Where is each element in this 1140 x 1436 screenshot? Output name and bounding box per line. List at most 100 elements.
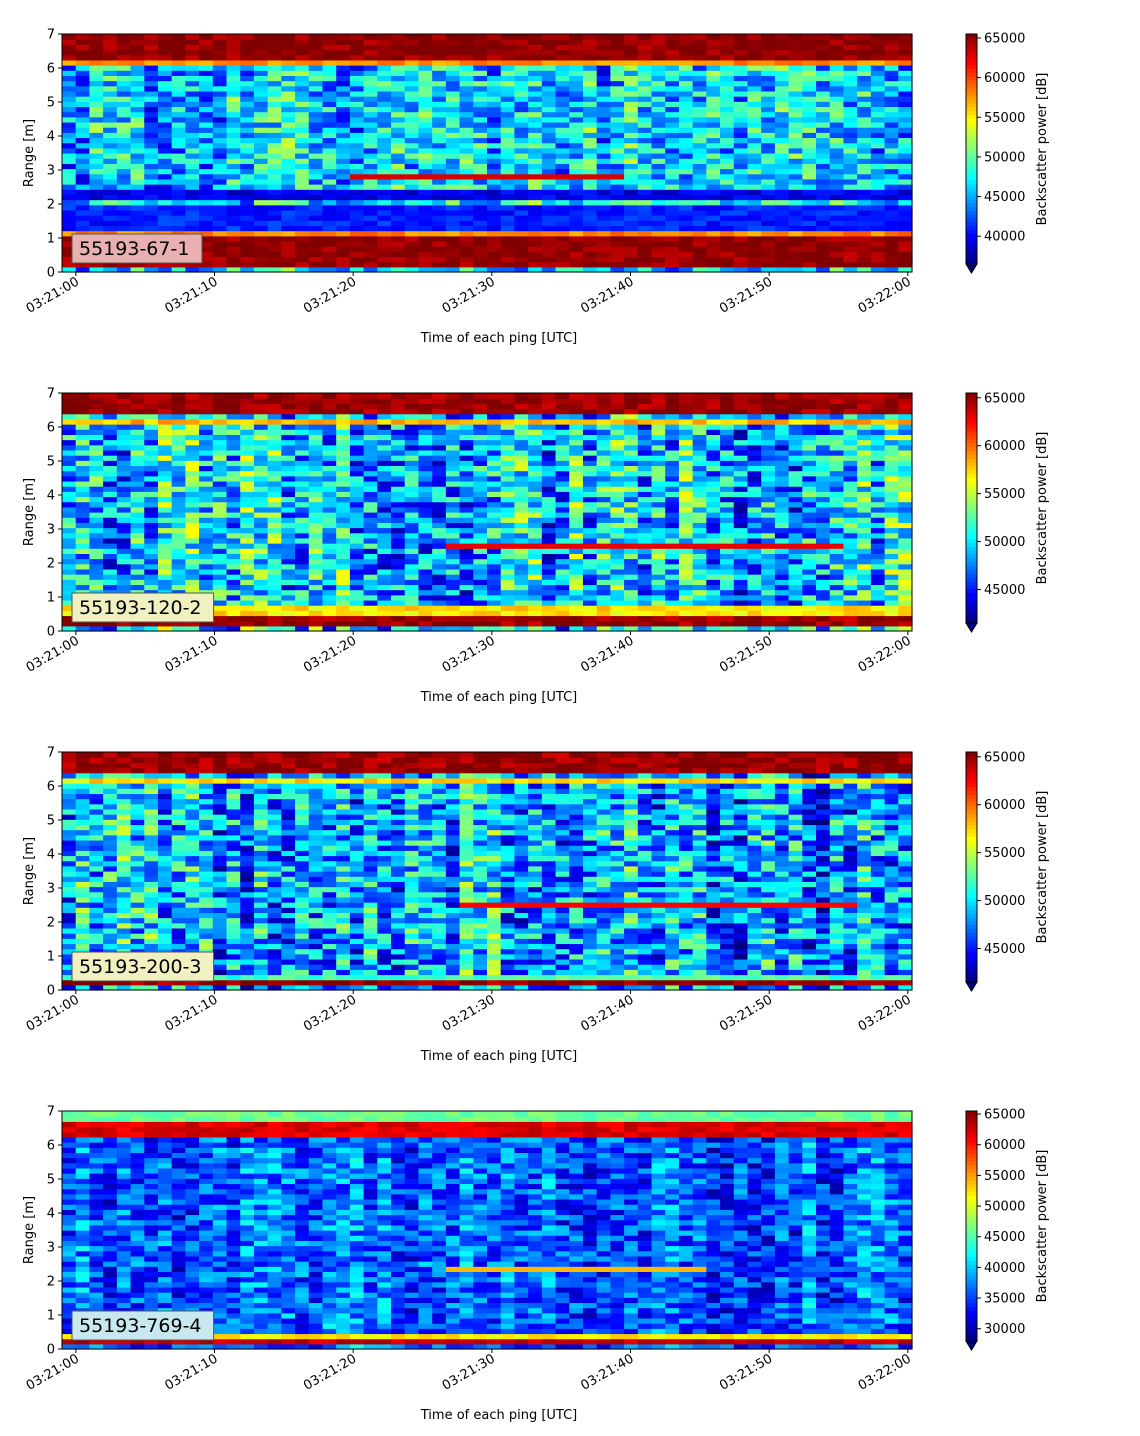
heatmap-cell (843, 106, 858, 113)
heatmap-cell (651, 548, 666, 554)
heatmap-cell (377, 121, 392, 128)
heatmap-cell (62, 194, 77, 201)
heatmap-cell (185, 168, 200, 175)
heatmap-cell (487, 548, 502, 554)
heatmap-cell (75, 153, 91, 159)
heatmap-cell (432, 158, 447, 164)
heatmap-cell (130, 568, 145, 575)
heatmap-cell (295, 408, 310, 415)
heatmap-cell (733, 251, 749, 258)
heatmap-cell (774, 127, 790, 133)
heatmap-cell (774, 111, 790, 118)
heatmap-cell (624, 80, 639, 87)
heatmap-cell (624, 75, 639, 82)
heatmap-cell (870, 163, 886, 170)
heatmap-cell (103, 142, 118, 149)
heatmap-cell (555, 527, 570, 534)
heatmap-cell (62, 553, 77, 560)
heatmap-cell (555, 615, 570, 622)
heatmap-cell (267, 184, 282, 190)
heatmap-cell (884, 132, 899, 139)
heatmap-cell (555, 121, 570, 128)
heatmap-cell (404, 137, 420, 144)
heatmap-cell (295, 173, 310, 180)
heatmap-cell (459, 594, 474, 601)
heatmap-cell (391, 543, 406, 549)
heatmap-cell (802, 235, 817, 242)
heatmap-cell (569, 101, 584, 108)
heatmap-cell (692, 142, 707, 149)
heatmap-cell (500, 429, 516, 435)
heatmap-cell (171, 625, 186, 632)
heatmap-cell (870, 225, 886, 232)
heatmap-cell (62, 220, 77, 227)
heatmap-cell (253, 54, 269, 61)
heatmap-cell (75, 34, 91, 40)
heatmap-cell (240, 501, 255, 508)
heatmap-cell (473, 80, 488, 87)
heatmap-cell (459, 439, 474, 446)
heatmap-cell (761, 54, 776, 61)
heatmap-cell (171, 589, 186, 596)
heatmap-cell (678, 251, 694, 258)
heatmap-cell (445, 101, 461, 108)
heatmap-cell (445, 225, 461, 232)
heatmap-cell (363, 491, 378, 498)
heatmap-cell (884, 137, 899, 144)
heatmap-cell (281, 44, 296, 51)
heatmap-cell (582, 491, 598, 498)
heatmap-cell (582, 393, 598, 399)
heatmap-cell (582, 512, 598, 518)
heatmap-cell (487, 116, 502, 123)
heatmap-cell (308, 486, 324, 492)
heatmap-cell (89, 116, 104, 123)
heatmap-cell (541, 620, 557, 627)
heatmap-cell (226, 424, 241, 430)
heatmap-cell (459, 225, 474, 232)
heatmap-cell (281, 209, 296, 216)
heatmap-cell (624, 599, 639, 606)
heatmap-cell (171, 49, 186, 56)
heatmap-cell (75, 455, 91, 461)
heatmap-cell (185, 434, 200, 441)
heatmap-cell (555, 589, 570, 596)
heatmap-cell (706, 132, 721, 139)
heatmap-cell (418, 605, 433, 611)
heatmap-cell (555, 153, 570, 159)
heatmap-cell (363, 501, 378, 508)
heatmap-cell (473, 189, 488, 195)
station-label: 55193-67-1 (79, 238, 189, 260)
heatmap-cell (391, 625, 406, 632)
heatmap-cell (500, 111, 516, 118)
heatmap-cell (308, 574, 324, 580)
heatmap-cell (377, 403, 392, 410)
heatmap-cell (528, 418, 543, 425)
heatmap-cell (624, 398, 639, 404)
colorbar-segment (966, 225, 977, 231)
heatmap-cell (75, 563, 91, 570)
heatmap-cell (281, 39, 296, 45)
heatmap-cell (624, 137, 639, 144)
heatmap-cell (240, 34, 255, 40)
heatmap-cell (788, 59, 803, 66)
heatmap-cell (857, 44, 872, 51)
heatmap-cell (500, 80, 516, 87)
heatmap-cell (665, 163, 680, 170)
heatmap-cell (624, 158, 639, 164)
heatmap-cell (541, 568, 557, 575)
heatmap-cell (459, 558, 474, 565)
heatmap-cell (267, 39, 282, 45)
heatmap-cell (130, 54, 145, 61)
heatmap-cell (665, 39, 680, 45)
heatmap-cell (445, 44, 461, 51)
heatmap-cell (308, 439, 324, 446)
heatmap-cell (349, 615, 365, 622)
heatmap-cell (212, 480, 228, 487)
heatmap-cell (62, 517, 77, 523)
heatmap-cell (404, 403, 420, 410)
heatmap-cell (281, 220, 296, 227)
heatmap-cell (569, 246, 584, 252)
heatmap-cell (747, 163, 762, 170)
heatmap-cell (62, 568, 77, 575)
heatmap-cell (199, 424, 214, 430)
